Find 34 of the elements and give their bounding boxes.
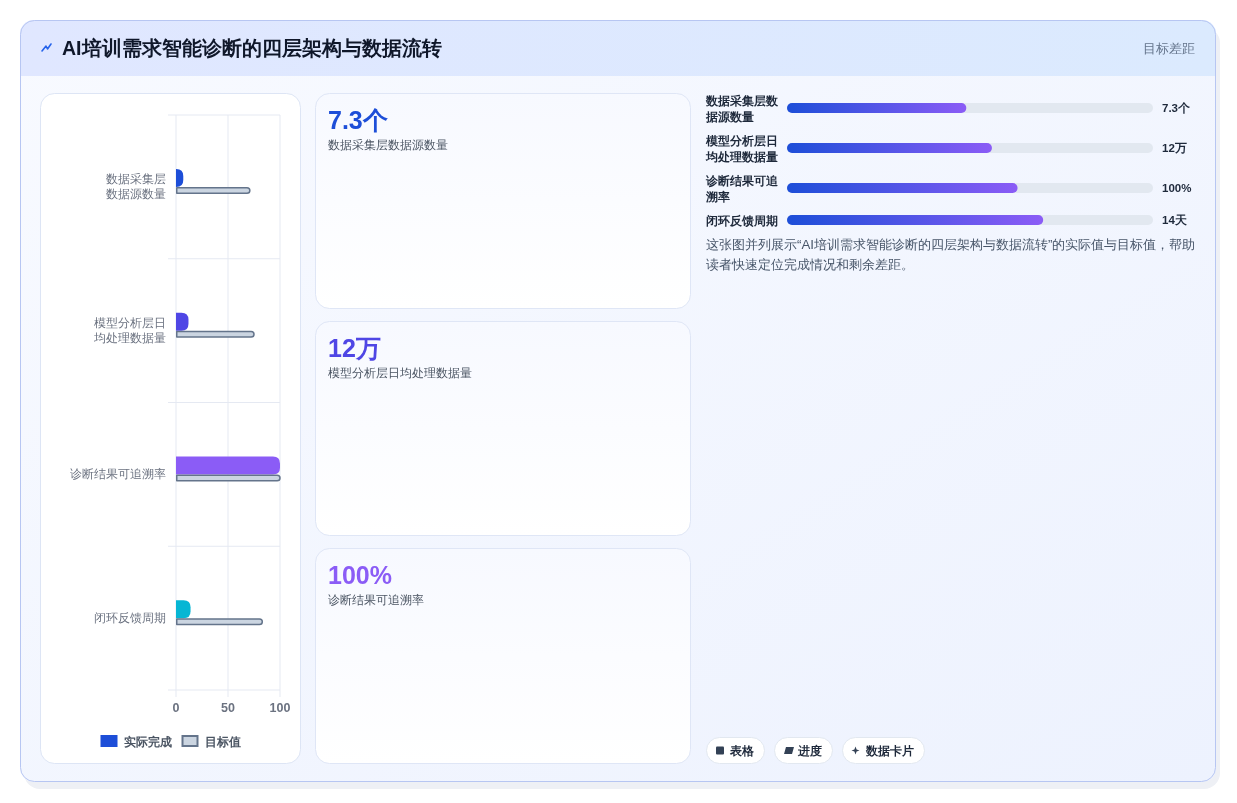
text: 12万 (328, 334, 381, 362)
bar (176, 330, 255, 338)
y-tick-label: 诊断结果可追溯率 (705, 174, 779, 204)
bar (176, 474, 281, 482)
bar (176, 186, 251, 195)
y2-tick-label: 100% (1162, 182, 1192, 194)
y-tick-label: 数据采集层数据源数量 (106, 172, 166, 202)
y2-tick-label: 14天 (1162, 214, 1187, 226)
y-tick-label: 闭环反馈周期 (94, 611, 166, 626)
y-tick-label: 诊断结果可追溯率 (70, 467, 166, 482)
bar (176, 456, 280, 475)
annotation: 这张图并列展示“AI培训需求智能诊断的四层架构与数据流转”的实际值与目标值，帮助读者快速定位完成情况和剩余差距。 (706, 237, 1196, 272)
text: 100% (328, 561, 392, 589)
text: 数据采集层数据源数量 (328, 139, 448, 151)
text: 目标差距 (1143, 41, 1195, 56)
text: 表格 (729, 743, 755, 757)
y-tick-label: 数据采集层数据源数量 (705, 94, 779, 124)
text: 7.3个 (328, 106, 388, 134)
legend-label: 目标值 (204, 735, 241, 749)
x-tick-label: 50 (221, 701, 235, 715)
text: 进度 (797, 743, 822, 757)
y-tick-label: 模型分析层日均处理数据量 (705, 134, 778, 164)
text: AI培训需求智能诊断的四层架构与数据流转 (62, 37, 442, 59)
y2-tick-label: 12万 (1162, 142, 1187, 154)
text: 数据卡片 (865, 743, 914, 758)
text: 诊断结果可追溯率 (328, 593, 424, 606)
text: 模型分析层日均处理数据量 (328, 367, 472, 379)
y-tick-label: 模型分析层日均处理数据量 (93, 316, 166, 346)
x-tick-label: 100 (269, 701, 291, 715)
bar (176, 618, 264, 626)
legend-label: 实际完成 (123, 735, 172, 749)
y2-tick-label: 7.3个 (1162, 101, 1191, 114)
y-tick-label: 闭环反馈周期 (706, 214, 778, 228)
x-tick-label: 0 (172, 701, 180, 715)
